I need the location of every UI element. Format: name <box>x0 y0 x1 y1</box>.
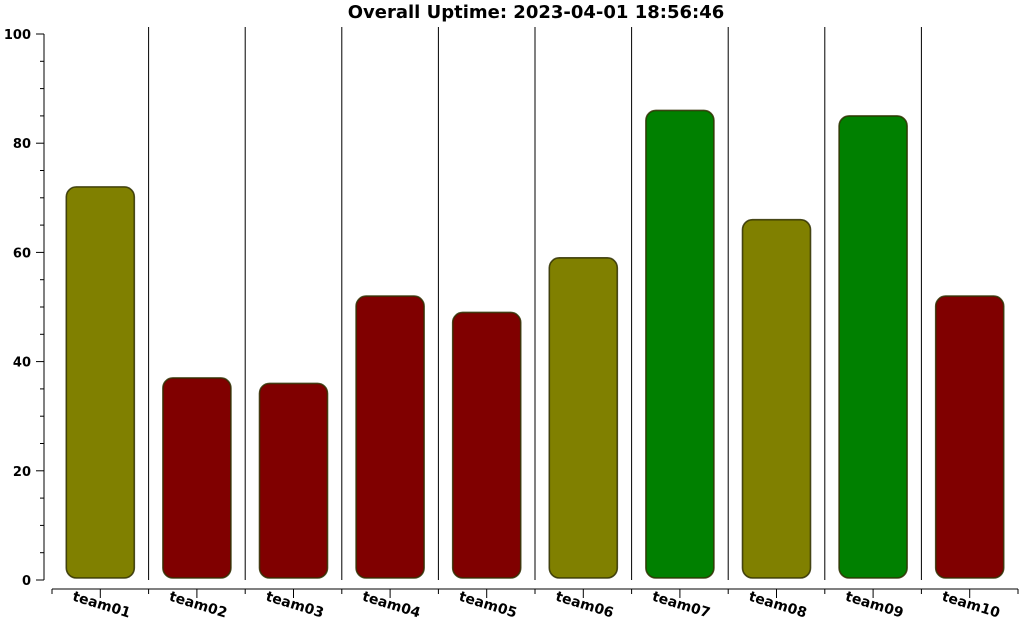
y-tick-label: 20 <box>13 465 31 480</box>
bars-group <box>65 109 1005 579</box>
bar-team09 <box>838 115 908 579</box>
y-tick-label: 80 <box>13 137 31 152</box>
x-tick-label: team08 <box>747 589 809 622</box>
y-axis: 0 20 40 60 80 100 <box>4 28 45 589</box>
x-tick-label: team10 <box>940 589 1002 622</box>
team-separators <box>148 27 922 580</box>
bar-team08 <box>741 218 812 579</box>
x-tick-label: team07 <box>650 589 712 622</box>
bar-team01 <box>65 186 136 579</box>
bar-team04 <box>355 295 425 579</box>
x-tick-label: team05 <box>457 589 519 622</box>
x-axis: team01 team02 team03 team04 team05 team06 team… <box>51 588 1019 622</box>
y-tick-label: 0 <box>22 574 31 589</box>
chart-title: Overall Uptime: 2023-04-01 18:56:46 <box>348 2 725 23</box>
x-tick-label: team03 <box>264 589 326 622</box>
bar-team03 <box>258 382 329 579</box>
bar-team02 <box>162 377 232 579</box>
bar-team05 <box>451 311 522 579</box>
bar-team10 <box>934 295 1005 579</box>
x-tick-label: team01 <box>71 589 133 622</box>
x-tick-label: team04 <box>360 589 422 622</box>
y-tick-label: 60 <box>13 246 31 261</box>
bar-team07 <box>645 109 715 579</box>
bar-team06 <box>548 257 619 579</box>
x-tick-label: team02 <box>167 589 229 622</box>
y-tick-label: 100 <box>4 28 31 43</box>
y-tick-label: 40 <box>13 356 31 371</box>
x-tick-label: team09 <box>843 589 905 622</box>
x-tick-label: team06 <box>554 589 616 622</box>
